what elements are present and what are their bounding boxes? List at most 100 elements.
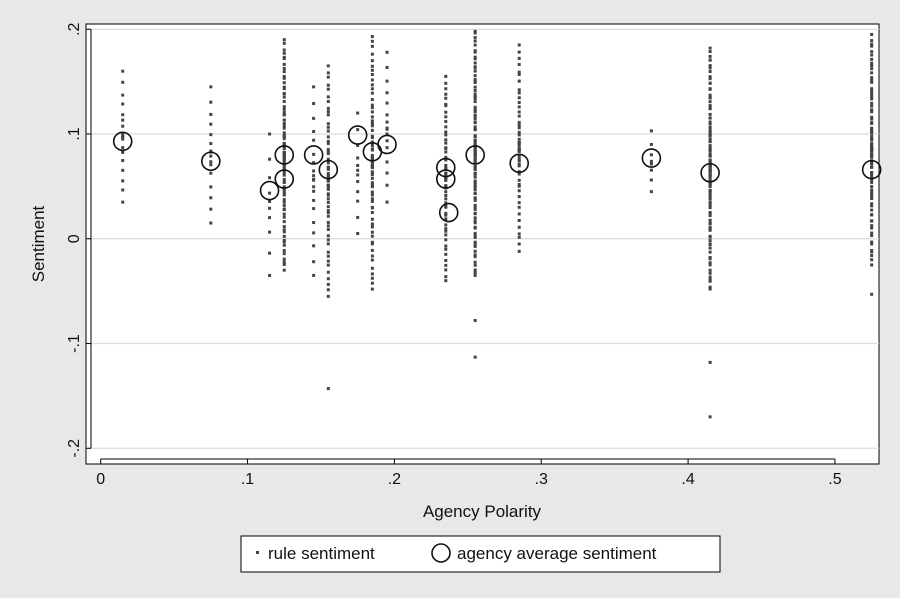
rule-sentiment-point	[708, 188, 712, 192]
rule-sentiment-point	[326, 172, 330, 176]
rule-sentiment-point	[370, 44, 374, 48]
rule-sentiment-point	[356, 232, 360, 236]
rule-sentiment-point	[444, 81, 448, 85]
rule-sentiment-point	[326, 220, 330, 224]
rule-sentiment-point	[444, 74, 448, 78]
rule-sentiment-point	[473, 100, 477, 104]
rule-sentiment-point	[870, 208, 874, 212]
rule-sentiment-point	[385, 65, 389, 69]
rule-sentiment-point	[870, 249, 874, 253]
rule-sentiment-point	[708, 93, 712, 97]
rule-sentiment-point	[473, 263, 477, 267]
rule-sentiment-point	[444, 102, 448, 106]
agency-average-point	[438, 202, 459, 223]
rule-sentiment-point	[517, 184, 521, 188]
rule-sentiment-point	[326, 192, 330, 196]
rule-sentiment-point	[517, 96, 521, 100]
rule-sentiment-point	[870, 234, 874, 238]
rule-sentiment-point	[326, 167, 330, 171]
rule-sentiment-point	[282, 122, 286, 126]
rule-sentiment-point	[649, 190, 653, 194]
rule-sentiment-point	[385, 79, 389, 83]
rule-sentiment-point	[517, 149, 521, 153]
rule-sentiment-point	[370, 234, 374, 238]
rule-sentiment-point	[708, 275, 712, 279]
rule-sentiment-point	[370, 35, 374, 39]
rule-sentiment-point	[473, 43, 477, 47]
rule-sentiment-point	[268, 251, 272, 255]
rule-sentiment-point	[473, 273, 477, 277]
rule-sentiment-point	[282, 152, 286, 156]
rule-sentiment-point	[870, 219, 874, 223]
rule-sentiment-point	[870, 110, 874, 114]
rule-sentiment-point	[708, 196, 712, 200]
rule-sentiment-point	[517, 182, 521, 186]
rule-sentiment-point	[121, 137, 125, 141]
rule-sentiment-point	[312, 273, 316, 277]
rule-sentiment-point	[209, 85, 213, 89]
rule-sentiment-point	[326, 161, 330, 165]
rule-sentiment-point	[282, 99, 286, 103]
rule-sentiment-point	[517, 88, 521, 92]
rule-sentiment-point	[282, 189, 286, 193]
rule-sentiment-point	[326, 250, 330, 254]
rule-sentiment-point	[356, 163, 360, 167]
rule-sentiment-point	[708, 211, 712, 215]
rule-sentiment-point	[268, 206, 272, 210]
rule-sentiment-point	[473, 88, 477, 92]
rule-sentiment-point	[268, 230, 272, 234]
rule-sentiment-point	[517, 91, 521, 95]
rule-sentiment-point	[282, 151, 286, 155]
rule-sentiment-point	[444, 125, 448, 129]
rule-sentiment-point	[473, 198, 477, 202]
rule-sentiment-point	[282, 243, 286, 247]
rule-sentiment-point	[870, 173, 874, 177]
rule-sentiment-point	[708, 116, 712, 120]
rule-sentiment-point	[870, 175, 874, 179]
rule-sentiment-point	[473, 231, 477, 235]
rule-sentiment-point	[326, 186, 330, 190]
rule-sentiment-point	[870, 185, 874, 189]
rule-sentiment-point	[708, 287, 712, 291]
rule-sentiment-point	[517, 120, 521, 124]
rule-sentiment-point	[282, 131, 286, 135]
rule-sentiment-point	[370, 134, 374, 138]
agency-average-point	[641, 148, 662, 168]
rule-sentiment-point	[385, 171, 389, 175]
rule-sentiment-point	[708, 263, 712, 267]
rule-sentiment-point	[370, 83, 374, 87]
rule-sentiment-point	[282, 177, 286, 181]
rule-sentiment-point	[326, 254, 330, 258]
rule-sentiment-point	[356, 156, 360, 160]
rule-sentiment-point	[282, 146, 286, 150]
rule-sentiment-point	[708, 106, 712, 110]
rule-sentiment-point	[121, 102, 125, 106]
rule-sentiment-point	[870, 126, 874, 130]
rule-sentiment-point	[708, 87, 712, 91]
rule-sentiment-point	[282, 166, 286, 170]
rule-sentiment-point	[209, 196, 213, 200]
rule-sentiment-point	[370, 248, 374, 252]
legend-circle-marker	[431, 543, 451, 563]
legend-box	[240, 535, 721, 573]
rule-sentiment-point	[370, 140, 374, 144]
rule-sentiment-point	[370, 52, 374, 56]
rule-sentiment-point	[312, 116, 316, 120]
rule-sentiment-point	[370, 59, 374, 63]
rule-sentiment-point	[209, 221, 213, 225]
rule-sentiment-point	[282, 268, 286, 272]
rule-sentiment-point	[708, 182, 712, 186]
rule-sentiment-point	[121, 179, 125, 183]
rule-sentiment-point	[870, 53, 874, 57]
rule-sentiment-point	[473, 77, 477, 81]
rule-sentiment-point	[473, 171, 477, 175]
rule-sentiment-point	[370, 68, 374, 72]
rule-sentiment-point	[708, 242, 712, 246]
rule-sentiment-point	[708, 193, 712, 197]
rule-sentiment-point	[708, 146, 712, 150]
rule-sentiment-point	[282, 91, 286, 95]
rule-sentiment-point	[473, 234, 477, 238]
rule-sentiment-point	[870, 89, 874, 93]
rule-sentiment-point	[282, 187, 286, 191]
rule-sentiment-point	[282, 260, 286, 264]
